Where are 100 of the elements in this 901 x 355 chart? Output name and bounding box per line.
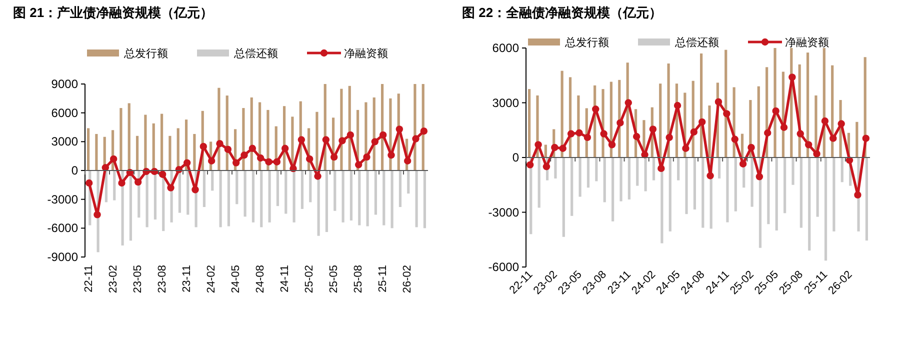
point	[764, 129, 772, 136]
point	[624, 99, 632, 106]
bar	[423, 170, 426, 228]
bar	[767, 158, 770, 224]
bar	[415, 170, 418, 228]
y-tick-label: 0	[512, 150, 520, 164]
point	[658, 164, 665, 172]
point	[298, 136, 306, 144]
bar	[718, 158, 721, 178]
point	[854, 191, 862, 199]
point	[314, 172, 322, 180]
bar	[398, 170, 402, 208]
point	[838, 120, 845, 128]
x-tick-label: 25-02	[304, 265, 316, 294]
legend-label: 总发行额	[564, 36, 609, 49]
point	[862, 134, 870, 142]
bar	[800, 158, 802, 228]
point	[216, 140, 224, 148]
point	[118, 179, 126, 187]
point	[698, 118, 706, 126]
point	[739, 160, 747, 168]
bar	[407, 170, 410, 194]
y-tick-label: 3000	[51, 134, 78, 149]
bar	[374, 170, 378, 215]
bar	[840, 158, 844, 182]
bar	[856, 122, 858, 158]
point	[85, 179, 93, 187]
point	[592, 106, 600, 113]
bar	[364, 102, 368, 170]
chart-title: 图 21：产业债净融资规模（亿元）	[13, 5, 214, 20]
bar	[128, 103, 130, 170]
bar	[236, 170, 238, 204]
point	[208, 157, 216, 164]
point	[567, 130, 575, 138]
x-tick-label: 23-02	[108, 265, 120, 294]
bar	[578, 158, 582, 197]
bar	[219, 170, 222, 228]
bar	[693, 158, 696, 210]
point	[780, 124, 788, 131]
point	[232, 159, 240, 166]
point	[248, 144, 256, 152]
bar	[620, 158, 622, 202]
x-tick-label: 24-11	[279, 265, 292, 292]
point	[330, 153, 338, 161]
bar	[268, 170, 271, 222]
bar	[284, 170, 288, 214]
point	[240, 152, 248, 159]
bar	[668, 158, 672, 232]
bar	[168, 136, 172, 170]
legend-label: 总偿还额	[674, 36, 719, 49]
bar	[342, 170, 344, 222]
bar	[292, 170, 296, 222]
y-tick-label: -6000	[47, 221, 78, 236]
point	[404, 157, 412, 164]
point	[632, 132, 640, 140]
bar	[774, 48, 776, 158]
bar	[612, 158, 614, 222]
bar	[202, 170, 206, 208]
bar	[685, 158, 688, 214]
bar	[702, 158, 704, 228]
bar	[390, 170, 394, 228]
bar	[784, 158, 786, 214]
point	[94, 211, 101, 218]
point	[682, 144, 690, 152]
bar	[708, 105, 711, 158]
y-tick-label: 6000	[51, 106, 78, 120]
point	[265, 158, 272, 166]
x-tick-label: 23-08	[156, 265, 169, 294]
bar	[186, 170, 190, 215]
point	[542, 163, 550, 170]
point	[616, 119, 624, 126]
y-tick-label: -3000	[47, 192, 78, 206]
bar	[300, 170, 304, 209]
point	[788, 74, 796, 81]
y-tick-label: -3000	[488, 205, 520, 220]
y-tick-label: 0	[71, 164, 78, 178]
point	[396, 126, 404, 133]
point	[608, 141, 616, 148]
x-tick-label: 25-05	[328, 265, 340, 294]
point	[256, 154, 264, 162]
bar	[152, 123, 155, 170]
y-tick-label: -6000	[488, 260, 520, 274]
x-tick-label: 25-08	[352, 265, 365, 294]
point	[371, 138, 379, 146]
bar	[244, 170, 246, 217]
bar	[340, 88, 343, 170]
point	[666, 134, 673, 142]
point	[224, 146, 232, 153]
bar	[652, 158, 656, 180]
x-tick-label: 24-05	[230, 265, 242, 294]
bar	[120, 108, 122, 170]
chart-title: 图 22：全融债净融资规模（亿元）	[462, 5, 662, 20]
y-tick-label: 6000	[492, 41, 520, 55]
point	[674, 102, 682, 110]
point	[723, 110, 730, 118]
point	[338, 137, 346, 144]
point	[363, 153, 370, 161]
x-tick-label: 23-11	[181, 265, 194, 292]
bar	[636, 158, 639, 186]
bar	[325, 170, 328, 232]
